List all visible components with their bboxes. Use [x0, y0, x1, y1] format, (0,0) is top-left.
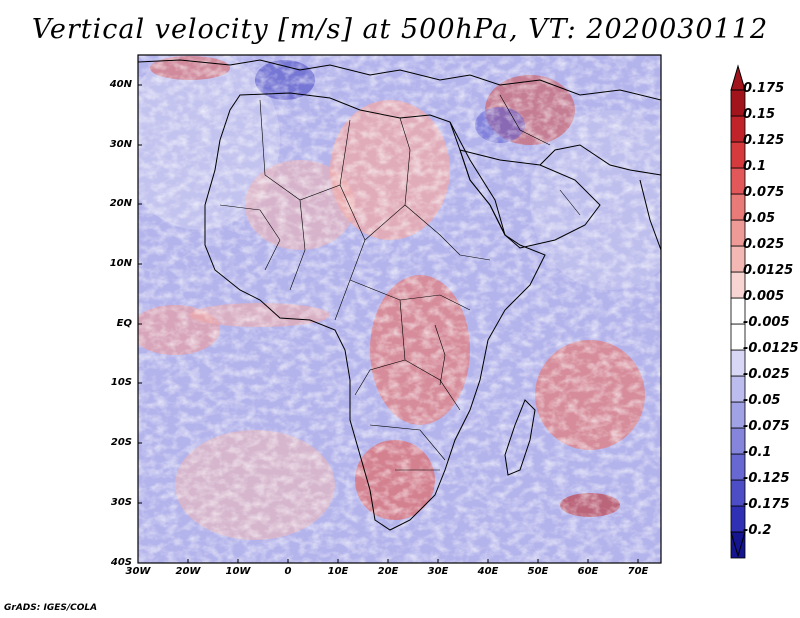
lon-label: 0	[284, 566, 292, 577]
lat-label: 30S	[110, 497, 132, 508]
colorbar-label: 0.125	[743, 133, 785, 148]
grads-credit: GrADS: IGES/COLA	[4, 603, 98, 613]
lon-label: 30E	[427, 566, 449, 577]
colorbar-label: -0.2	[743, 523, 772, 538]
lat-label: 30N	[109, 139, 132, 150]
lon-label: 10W	[225, 566, 251, 577]
velocity-field	[138, 55, 661, 563]
colorbar-label: 0.075	[743, 185, 785, 200]
coastlines	[138, 59, 661, 531]
colorbar-label: 0.15	[743, 107, 776, 122]
lon-label: 60E	[577, 566, 599, 577]
colorbar-label: -0.1	[743, 445, 772, 460]
lat-label: 10N	[109, 258, 132, 269]
lat-label: 10S	[110, 377, 132, 388]
lon-label: 40E	[477, 566, 499, 577]
lon-label: 30W	[125, 566, 151, 577]
colorbar-label: -0.175	[743, 497, 790, 512]
colorbar-bottom-arrow	[730, 531, 746, 558]
map-title: Vertical velocity [m/s] at 500hPa, VT: 2…	[31, 14, 769, 45]
colorbar-label: -0.0125	[743, 341, 799, 356]
lat-label: 20N	[109, 198, 132, 209]
lon-label: 50E	[527, 566, 549, 577]
lon-label: 20W	[175, 566, 201, 577]
lat-label: 40S	[110, 557, 132, 568]
colorbar-label: -0.125	[743, 471, 790, 486]
colorbar-label: 0.1	[743, 159, 767, 174]
colorbar-label: 0.025	[743, 237, 785, 252]
lat-label: 40N	[109, 79, 132, 90]
colorbar-label: -0.005	[743, 315, 790, 330]
plot-frame	[137, 54, 662, 564]
colorbar-label: 0.175	[743, 81, 785, 96]
colorbar-top-arrow	[730, 64, 746, 91]
lon-label: 10E	[327, 566, 349, 577]
colorbar-label: 0.005	[743, 289, 785, 304]
colorbar-label: -0.075	[743, 419, 790, 434]
axis-ticks	[138, 84, 639, 563]
colorbar-label: 0.0125	[743, 263, 794, 278]
country-borders	[219, 94, 581, 471]
lat-label: 20S	[110, 437, 132, 448]
lat-label: EQ	[116, 318, 132, 329]
lon-label: 70E	[627, 566, 649, 577]
colorbar	[730, 64, 746, 559]
colorbar-label: -0.025	[743, 367, 790, 382]
colorbar-label: 0.05	[743, 211, 776, 226]
colorbar-label: -0.05	[743, 393, 781, 408]
lon-label: 20E	[377, 566, 399, 577]
